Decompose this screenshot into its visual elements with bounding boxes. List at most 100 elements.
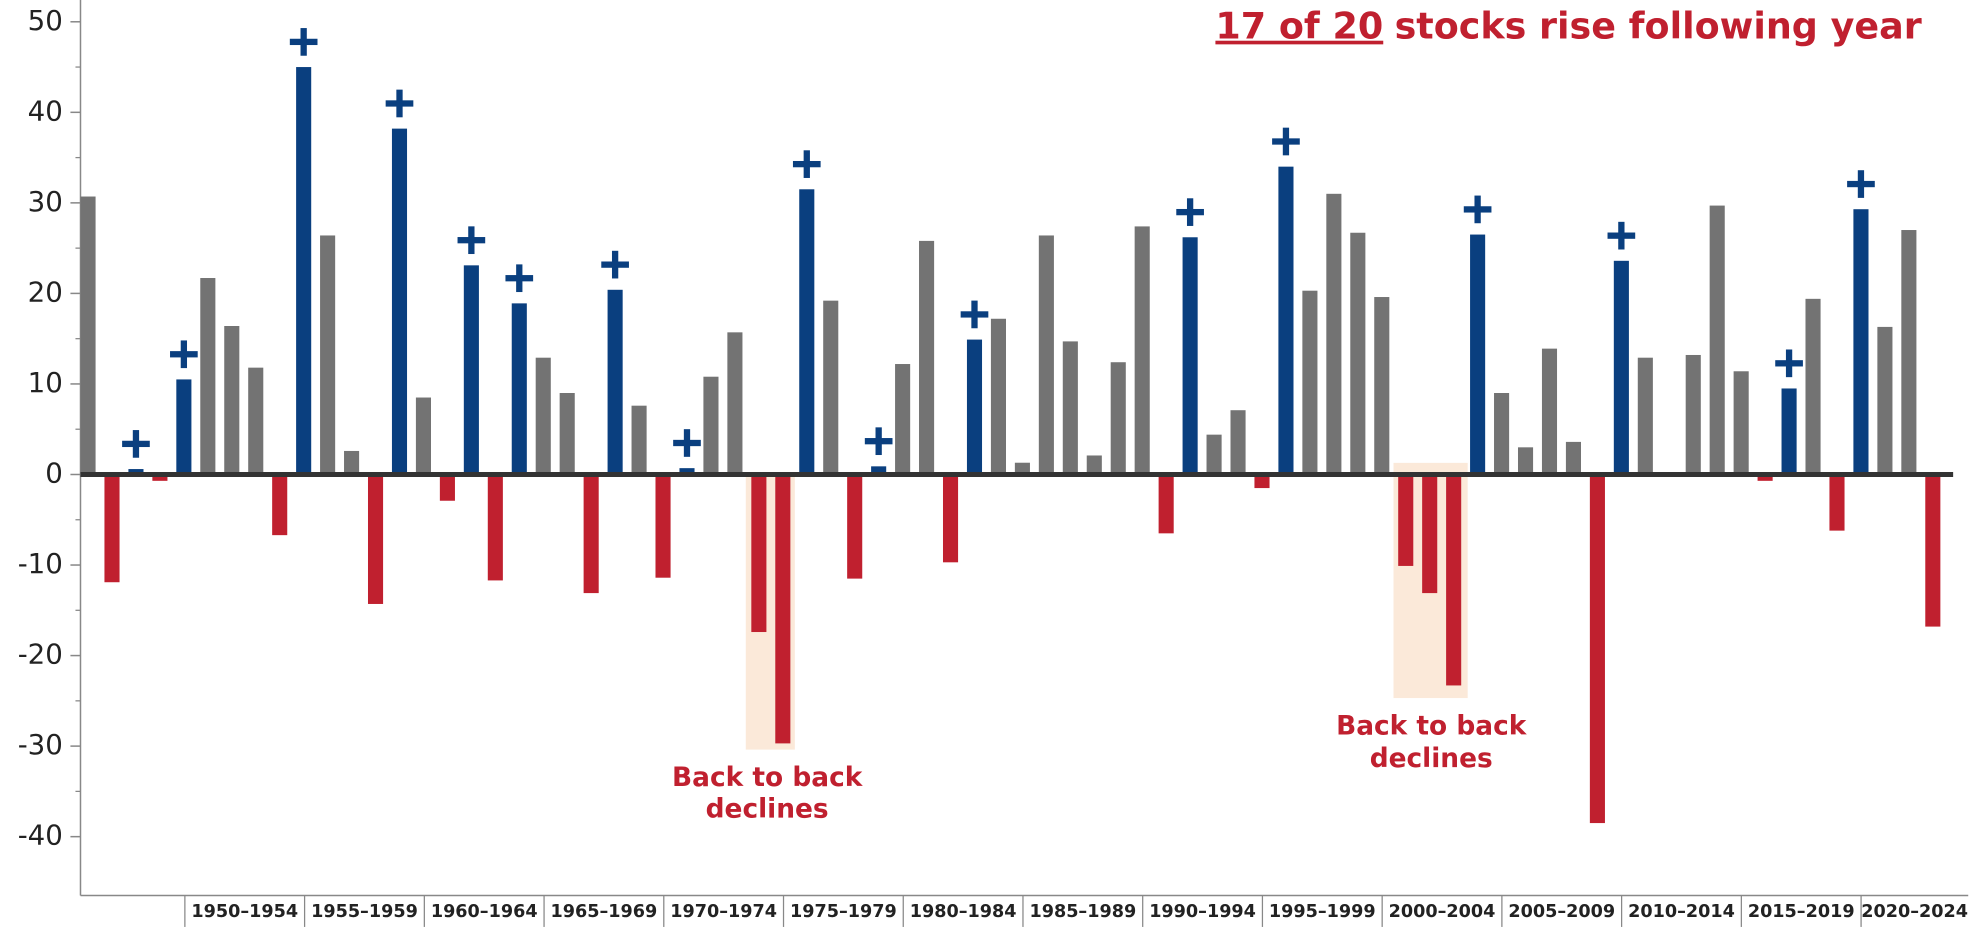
plus-marker [468,226,475,255]
x-group-label: 2015–2019 [1748,902,1855,922]
bar [535,357,551,475]
plus-marker [180,340,188,369]
bar [990,318,1006,475]
bar [1589,474,1605,824]
bar [224,326,240,475]
bar [1038,235,1054,475]
bar [463,265,479,475]
bar [128,469,144,475]
plus-marker [803,150,810,178]
bar [320,235,336,475]
annotation: Back to back [672,762,864,793]
plus-marker [132,430,140,458]
x-group-label: 1970–1974 [670,902,777,922]
bar [487,474,503,581]
bar [439,474,455,501]
bar [1182,237,1198,475]
bar [1709,205,1725,475]
y-tick-label: 50 [28,4,63,37]
annotation: declines [706,793,829,824]
plus-marker [1282,127,1290,156]
bar [895,364,911,475]
bar [631,405,647,475]
bar [415,397,431,475]
bar [1781,388,1797,475]
bar [1230,410,1246,475]
bar [344,450,360,475]
bar [1613,260,1629,475]
x-group-label: 1985–1989 [1029,902,1136,922]
x-group-label: 1965–1969 [551,902,658,922]
bar [80,196,96,475]
bar [559,393,575,475]
x-group-label: 1950–1954 [191,902,298,922]
bar [823,300,839,475]
bar [871,466,887,475]
bar [296,67,312,475]
bar [1637,357,1653,475]
bar [1877,326,1893,475]
plus-marker [875,427,882,456]
bar [1829,474,1845,531]
plus-marker [683,429,691,457]
annotation: declines [1370,743,1493,774]
bar [1326,193,1342,475]
y-tick-label: 10 [28,366,63,399]
bar [703,376,719,475]
title-emphasis: 17 of 20 [1215,4,1383,47]
x-group-label: 1955–1959 [311,902,418,922]
bar [1302,290,1318,475]
x-group-label: 1990–1994 [1149,902,1256,922]
bar [1062,341,1078,475]
chart-title: 17 of 20 stocks rise following year [1215,4,1921,47]
x-group-label: 1995–1999 [1269,902,1376,922]
bar [583,474,599,594]
bar [679,468,695,475]
bar [1757,474,1773,481]
y-tick-label: -10 [18,547,63,580]
annotation: Back to back [1336,710,1528,741]
plus-marker [1618,221,1625,250]
bar [1685,354,1701,475]
bar [1134,226,1150,475]
plus-marker [516,264,523,293]
plus-marker [1474,195,1481,224]
bar [176,379,192,475]
bar [1446,474,1462,686]
x-group-label: 1980–1984 [910,902,1017,922]
bar [919,240,935,475]
bar [1278,166,1294,475]
title-rest: stocks rise following year [1395,4,1922,47]
bar [1517,447,1534,475]
plus-marker [1857,170,1865,198]
plus-marker [300,28,307,56]
x-group-label: 1975–1979 [790,902,897,922]
bar [1086,455,1102,475]
bar [1805,298,1821,475]
bar [1254,474,1270,489]
plus-marker [396,89,403,118]
bar [1565,441,1581,475]
bar [1158,474,1174,534]
y-tick-label: 40 [28,94,63,127]
bar [1925,474,1941,627]
y-tick-label: 30 [28,185,63,218]
bar [607,289,623,475]
y-tick-label: 0 [45,456,63,489]
bar [1206,434,1222,475]
x-group-label: 2005–2009 [1508,902,1615,922]
x-group-label: 2020–2024 [1861,902,1968,922]
bar [200,278,216,475]
bar [1733,371,1749,475]
plus-marker [1186,198,1194,226]
bar [727,332,743,475]
bar [847,474,863,579]
bar [1374,297,1390,475]
x-group-label: 1960–1964 [431,902,538,922]
bar [775,474,791,744]
plus-marker [1785,349,1793,378]
x-group-label: 2010–2014 [1628,902,1735,922]
y-tick-label: -40 [18,819,63,852]
